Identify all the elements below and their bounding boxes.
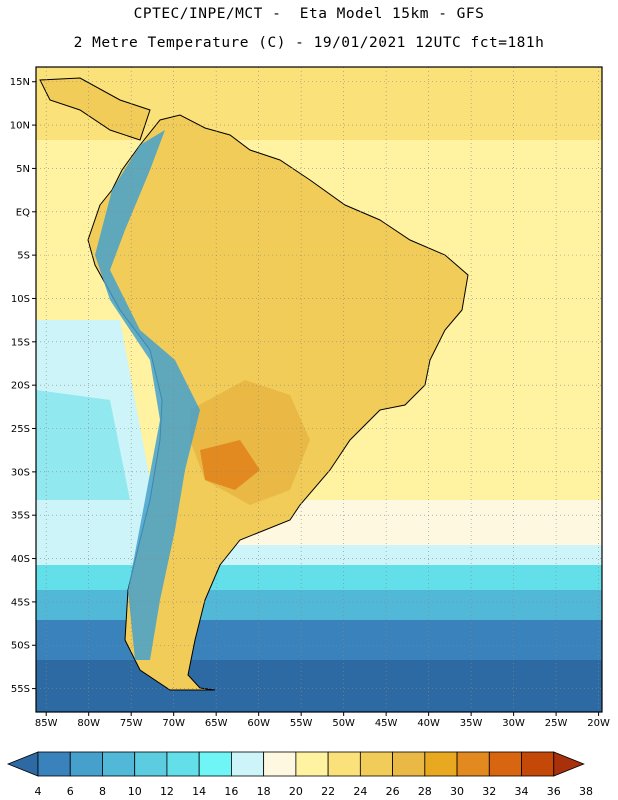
colorbar-arrow-low [6, 751, 39, 777]
colorbar-label: 8 [99, 785, 106, 798]
colorbar-label: 16 [224, 785, 238, 798]
colorbar-label: 22 [321, 785, 335, 798]
colorbar-label: 14 [192, 785, 206, 798]
field-band-teal [36, 590, 602, 620]
lon-tick-label: 65W [205, 718, 228, 729]
field-band-pale [36, 545, 602, 565]
lat-tick-label: 50S [11, 641, 30, 652]
lon-tick-label: 70W [162, 718, 185, 729]
lon-tick-label: 20W [587, 718, 610, 729]
field-band-blue [36, 620, 602, 660]
lat-tick-label: 25S [11, 424, 30, 435]
lon-tick-label: 25W [545, 718, 568, 729]
colorbar-arrow-high [553, 751, 585, 777]
colorbar-label: 10 [128, 785, 142, 798]
lat-tick-label: 30S [11, 467, 30, 478]
lon-tick-label: 40W [417, 718, 440, 729]
lon-tick-label: 35W [460, 718, 483, 729]
colorbar-swatch [488, 751, 522, 777]
colorbar-swatch [198, 751, 232, 777]
lat-tick-label: 10S [11, 294, 30, 305]
chart-title: CPTEC/INPE/MCT - Eta Model 15km - GFS [133, 6, 485, 22]
colorbar-label: 36 [547, 785, 561, 798]
lat-tick-label: 35S [11, 511, 30, 522]
colorbar-swatch [456, 751, 490, 777]
latitude-axis: 15N 10N 5N EQ 5S 10S 15S 20S 25S 30S 35S 40S 45S 50S 5… [10, 77, 36, 695]
colorbar-swatch [521, 751, 555, 777]
colorbar-label: 32 [482, 785, 496, 798]
lon-tick-label: 55W [290, 718, 313, 729]
lat-tick-label: 10N [10, 121, 30, 132]
colorbar-swatch [263, 751, 297, 777]
lat-tick-label: 15N [10, 77, 30, 88]
lon-tick-label: 80W [77, 718, 100, 729]
colorbar-label: 6 [67, 785, 74, 798]
lat-tick-label: 45S [11, 597, 30, 608]
map-frame [35, 66, 603, 713]
colorbar-swatch [231, 751, 265, 777]
field-band-deep [36, 660, 602, 712]
central-america [39, 77, 151, 141]
colorbar-swatch [424, 751, 458, 777]
colorbar-label: 34 [515, 785, 529, 798]
colorbar-swatch [392, 751, 426, 777]
colorbar-swatch [134, 751, 168, 777]
colorbar-swatch [327, 751, 361, 777]
lat-tick-label: 55S [11, 684, 30, 695]
colorbar-label: 24 [353, 785, 367, 798]
hottest-region [200, 440, 260, 490]
longitude-axis: 85W 80W 75W 70W 65W 60W 55W 50W 45W 40W 35W 30W 25W 2… [35, 712, 610, 729]
colorbar-label: 18 [257, 785, 271, 798]
colorbar-swatch [359, 751, 393, 777]
lat-tick-label: 15S [11, 337, 30, 348]
colorbar-label: 28 [418, 785, 432, 798]
colorbar-swatch [166, 751, 200, 777]
colorbar-swatch [69, 751, 103, 777]
lon-tick-label: 30W [502, 718, 525, 729]
lat-tick-label: 40S [11, 554, 30, 565]
field-band-cyan [36, 565, 602, 590]
colorbar-label: 12 [160, 785, 174, 798]
colorbar-label: 4 [35, 785, 42, 798]
lon-tick-label: 75W [120, 718, 143, 729]
lon-tick-label: 60W [247, 718, 270, 729]
lat-tick-label: 5S [17, 251, 30, 262]
colorbar-swatch [295, 751, 329, 777]
lon-tick-label: 50W [332, 718, 355, 729]
colorbar-label: 26 [386, 785, 400, 798]
lon-tick-label: 45W [375, 718, 398, 729]
colorbar: 4 6 8 10 12 14 16 18 20 22 24 26 28 30 32 34 36 38 [6, 751, 593, 798]
lat-tick-label: 5N [16, 164, 30, 175]
colorbar-swatch [102, 751, 136, 777]
lat-tick-label: 20S [11, 381, 30, 392]
field-pacific-cyan [36, 390, 130, 500]
lon-tick-label: 85W [35, 718, 58, 729]
colorbar-swatch [37, 751, 71, 777]
colorbar-label: 20 [289, 785, 303, 798]
lat-tick-label: EQ [16, 207, 30, 218]
colorbar-label: 38 [579, 785, 593, 798]
chart-subtitle: 2 Metre Temperature (C) - 19/01/2021 12U… [73, 35, 545, 51]
colorbar-label: 30 [450, 785, 464, 798]
